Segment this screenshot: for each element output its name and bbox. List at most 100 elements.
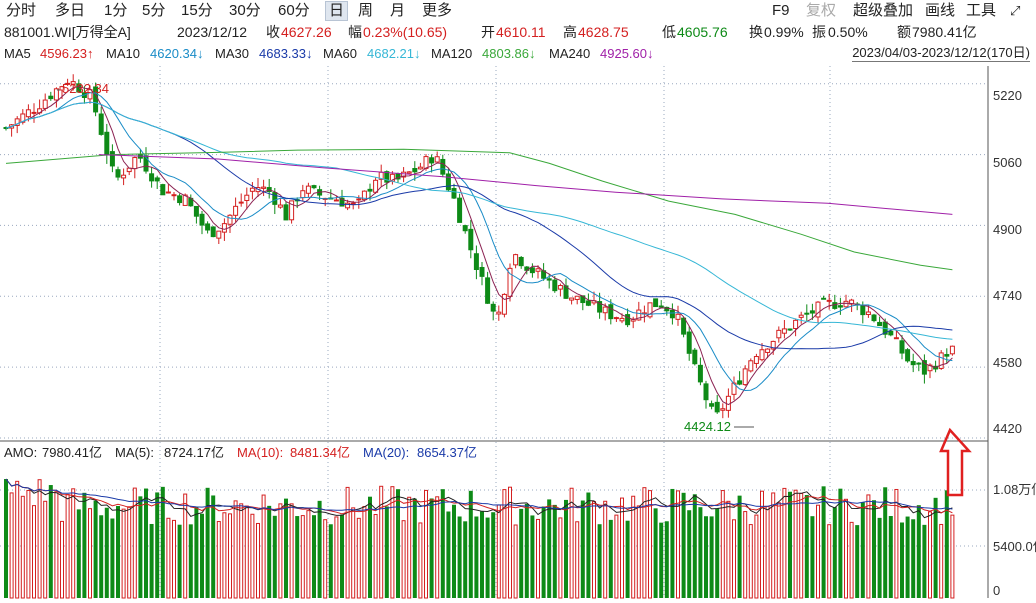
volume-bar [138, 496, 143, 598]
period-tab-more[interactable]: 更多 [422, 2, 453, 19]
candle-body [59, 86, 65, 91]
ma120-label: MA120 [431, 46, 473, 61]
ma120-value: 4803.86↓ [482, 46, 536, 61]
volume-bar [905, 516, 910, 598]
volume-bar [541, 506, 546, 598]
volume-bar [452, 504, 456, 598]
volume-bar [233, 500, 238, 599]
candle-body [938, 352, 944, 369]
candle-body [109, 151, 115, 167]
period-tab-30min[interactable]: 30分 [229, 2, 261, 19]
candle-body [916, 362, 922, 365]
tools-button[interactable]: 工具 [966, 2, 997, 19]
volume-bar [373, 514, 378, 599]
volume-bar [328, 524, 333, 598]
vol-ma5-value: 8724.17亿 [164, 445, 224, 460]
volume-bar [244, 505, 249, 599]
candle-body [849, 299, 855, 305]
candle-body [910, 361, 916, 366]
candle-body [193, 205, 199, 217]
period-tab-60min[interactable]: 60分 [278, 2, 310, 19]
volume-bar [916, 505, 921, 598]
period-tab-week[interactable]: 周 [358, 2, 374, 19]
volume-bar [32, 505, 36, 599]
candle-body [345, 202, 351, 209]
volume-bar [575, 521, 580, 599]
candle-body [843, 300, 849, 308]
f9-button[interactable]: F9 [772, 2, 790, 19]
volume-bar [597, 524, 602, 598]
candle-body [445, 173, 451, 191]
high-value: 4628.75 [578, 24, 629, 40]
period-tab-timeshare[interactable]: 分时 [6, 2, 37, 19]
volume-bar [267, 505, 272, 598]
volume-bar [435, 496, 440, 599]
volume-bar [228, 513, 232, 599]
volume-bar [659, 522, 664, 598]
period-tab-5min[interactable]: 5分 [142, 2, 166, 19]
axes [0, 66, 989, 598]
candle-body [149, 173, 155, 182]
expand-icon[interactable]: ⤢ [1010, 3, 1021, 18]
volume-bar [743, 511, 748, 599]
volume-bar [586, 492, 591, 598]
candle-body [177, 195, 183, 204]
volume-bar [71, 488, 76, 599]
candle-body [244, 194, 250, 201]
volume-bar [939, 523, 944, 599]
volume-bar [474, 516, 479, 598]
volume-bar [205, 487, 210, 598]
volume-bar [121, 508, 126, 599]
candle-body [14, 118, 20, 126]
amplitude-label: 振 [812, 24, 826, 40]
volume-bar [211, 495, 216, 598]
volume-bar [816, 504, 820, 599]
candle-body [759, 349, 765, 361]
candle-body [462, 225, 468, 232]
open-value: 4610.11 [496, 24, 546, 40]
period-tab-15min[interactable]: 15分 [181, 2, 213, 19]
volume-bar [323, 519, 328, 599]
volume-bar [446, 511, 451, 598]
volume-bar [295, 516, 300, 598]
volume-bar [519, 508, 524, 598]
candle-body [809, 310, 815, 314]
candle-body [221, 223, 227, 233]
candle-body [48, 95, 54, 100]
candle-body [143, 155, 149, 172]
volume-bar [390, 486, 395, 599]
volume-bar [166, 517, 171, 599]
date-range[interactable]: 2023/04/03-2023/12/12(170日) [852, 45, 1030, 62]
candle-body [893, 337, 899, 340]
volume-bar [788, 491, 792, 598]
candle-body [199, 213, 205, 226]
candle-body [669, 309, 675, 319]
candle-body [737, 380, 743, 385]
volume-bar [216, 521, 221, 599]
volume-bar [513, 524, 518, 599]
candle-body [76, 83, 82, 93]
candle-body [826, 299, 832, 302]
candle-body [115, 169, 121, 178]
volume-bar [401, 520, 406, 599]
period-tab-multiday[interactable]: 多日 [55, 2, 86, 19]
fuquan-button[interactable]: 复权 [806, 2, 837, 19]
vol-ma20-label: MA(20): [363, 445, 409, 460]
volume-tick: 1.08万亿 [993, 482, 1036, 497]
candle-body [367, 188, 373, 192]
volume-bar [911, 519, 916, 598]
draw-line-button[interactable]: 画线 [925, 2, 956, 19]
period-tab-day[interactable]: 日 [325, 1, 349, 21]
volume-bar [368, 496, 372, 598]
period-tab-1min[interactable]: 1分 [104, 2, 128, 19]
volume-bar [300, 515, 305, 599]
candle-body [720, 408, 726, 411]
overlay-button[interactable]: 超级叠加 [853, 2, 914, 19]
volume-bar [900, 522, 904, 598]
ma120-line [5, 148, 953, 271]
volume-bar [412, 498, 417, 598]
volume-bar [636, 505, 641, 599]
period-tab-month[interactable]: 月 [390, 2, 406, 19]
candle-body [485, 277, 491, 304]
